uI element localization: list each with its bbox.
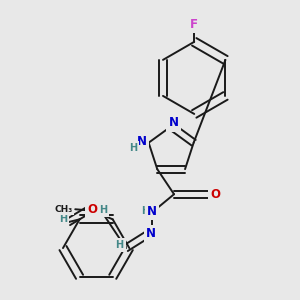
Text: N: N: [169, 116, 178, 129]
Text: N: N: [136, 135, 146, 148]
Text: H: H: [59, 214, 67, 224]
Text: H: H: [99, 205, 107, 215]
Text: H: H: [141, 206, 149, 216]
Text: H: H: [116, 240, 124, 250]
Text: N: N: [147, 205, 157, 218]
Text: N: N: [146, 227, 156, 240]
Text: H: H: [129, 143, 137, 153]
Text: CH₃: CH₃: [54, 205, 72, 214]
Text: F: F: [190, 18, 198, 31]
Text: O: O: [210, 188, 220, 201]
Text: O: O: [87, 203, 97, 216]
